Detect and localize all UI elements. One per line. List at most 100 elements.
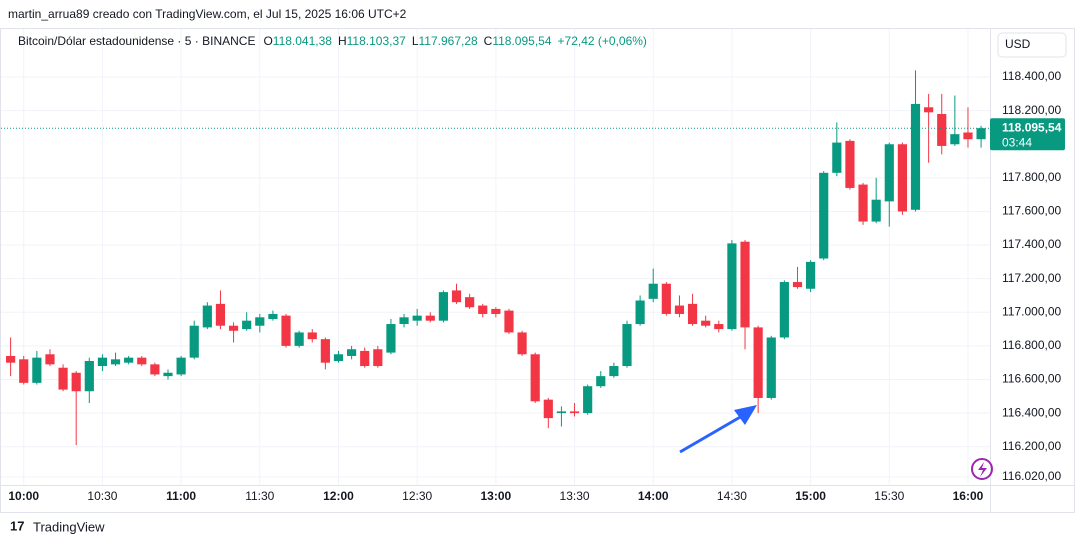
- candle-body: [176, 357, 186, 375]
- candle-body: [163, 372, 173, 377]
- candle-body: [910, 103, 921, 210]
- candle-body: [753, 327, 763, 398]
- y-tick-label: 116.200,00: [1002, 439, 1061, 453]
- candle-body: [530, 354, 540, 402]
- candle-body: [517, 332, 527, 355]
- legend-value: 118.095,54: [492, 34, 551, 48]
- legend-key: C: [484, 34, 493, 48]
- x-tick-label: 16:00: [953, 489, 984, 503]
- candle-body: [478, 305, 488, 314]
- x-tick-label: 13:00: [481, 489, 512, 503]
- legend-key: H: [338, 34, 347, 48]
- candle-body: [294, 332, 304, 346]
- candle-body: [97, 357, 108, 367]
- y-tick-label: 118.200,00: [1002, 103, 1061, 117]
- x-tick-label: 12:30: [402, 489, 432, 503]
- legend-value: 118.103,37: [347, 34, 406, 48]
- candle-body: [937, 114, 947, 146]
- y-tick-label: 117.800,00: [1002, 170, 1061, 184]
- last-price-label: 118.095,54: [1002, 120, 1062, 134]
- candle-body: [150, 364, 160, 375]
- candle-body: [963, 132, 973, 140]
- currency-box[interactable]: [997, 32, 1067, 58]
- candle-body: [425, 315, 435, 321]
- candle-body: [674, 305, 685, 314]
- candle-body: [622, 324, 632, 367]
- legend-change: +72,42 (+0,06%): [558, 34, 647, 48]
- candle-body: [976, 128, 986, 140]
- candle-body: [333, 354, 344, 362]
- x-tick-label: 11:30: [245, 489, 274, 503]
- candle-body: [307, 332, 317, 340]
- candle-body: [845, 140, 855, 188]
- candle-body: [596, 376, 606, 387]
- candle-body: [320, 339, 330, 363]
- candle-body: [701, 320, 711, 326]
- x-tick-label: 12:00: [323, 489, 354, 503]
- candle-body: [71, 372, 81, 392]
- candle-body: [465, 297, 475, 308]
- candle-body: [687, 303, 698, 325]
- candle-body: [583, 386, 593, 414]
- candle-body: [347, 349, 357, 356]
- footer: TradingView: [33, 519, 105, 534]
- logo-mark: 17: [10, 518, 24, 533]
- annotation-arrow-head: [734, 405, 757, 425]
- candle-body: [451, 290, 462, 303]
- candle-body: [569, 411, 580, 414]
- candle-body: [189, 325, 199, 358]
- y-tick-label: 116.800,00: [1002, 338, 1061, 352]
- legend-value: 118.041,38: [273, 34, 332, 48]
- candle-body: [19, 359, 29, 383]
- x-tick-label: 13:30: [560, 489, 590, 503]
- credit: martin_arrua89 creado con TradingView.co…: [8, 7, 407, 21]
- x-tick-label: 10:00: [8, 489, 39, 503]
- candle-body: [727, 243, 737, 330]
- candle-body: [386, 324, 396, 353]
- legend-key: O: [263, 34, 272, 48]
- x-tick-label: 10:30: [87, 489, 117, 503]
- candle-body: [556, 411, 567, 414]
- candle-body: [124, 357, 134, 363]
- candle-body: [714, 324, 724, 330]
- y-tick-label: 116.600,00: [1002, 372, 1061, 386]
- x-tick-label: 14:00: [638, 489, 669, 503]
- candle-body: [373, 349, 383, 367]
- y-tick-label: 117.400,00: [1002, 237, 1061, 251]
- candle-body: [215, 303, 226, 326]
- candle-body: [779, 282, 789, 338]
- candle-body: [32, 357, 42, 383]
- y-tick-label: 116.400,00: [1002, 405, 1061, 419]
- alert-icon[interactable]: [971, 458, 993, 480]
- candle-body: [255, 317, 265, 326]
- last-price-tag: [990, 118, 1065, 151]
- candle-body: [635, 300, 645, 325]
- candle-body: [281, 315, 291, 346]
- candle-body: [858, 184, 868, 222]
- candle-body: [491, 308, 501, 314]
- legend-value: 117.967,28: [419, 34, 478, 48]
- candle-body: [110, 359, 121, 365]
- candle-body: [897, 144, 907, 212]
- x-tick-label: 15:00: [795, 489, 826, 503]
- candle-body: [45, 354, 55, 365]
- candle-body: [202, 305, 212, 328]
- candle-body: [871, 199, 881, 222]
- candle-body: [766, 337, 776, 398]
- candle-body: [438, 292, 448, 321]
- x-tick-label: 14:30: [717, 489, 747, 503]
- candle-body: [543, 399, 553, 419]
- candle-body: [661, 283, 671, 314]
- candle-body: [504, 310, 514, 333]
- candle-body: [242, 320, 252, 330]
- candle-body: [832, 142, 842, 173]
- candle-body: [884, 144, 894, 202]
- chart-title: Bitcoin/Dólar estadounidense · 5 · BINAN…: [18, 34, 255, 48]
- x-tick-label: 11:00: [166, 489, 196, 503]
- candle-body: [792, 282, 803, 288]
- candle-body: [360, 350, 370, 367]
- candle-body: [58, 367, 68, 390]
- candle-body: [950, 134, 960, 145]
- candle-body: [740, 241, 750, 328]
